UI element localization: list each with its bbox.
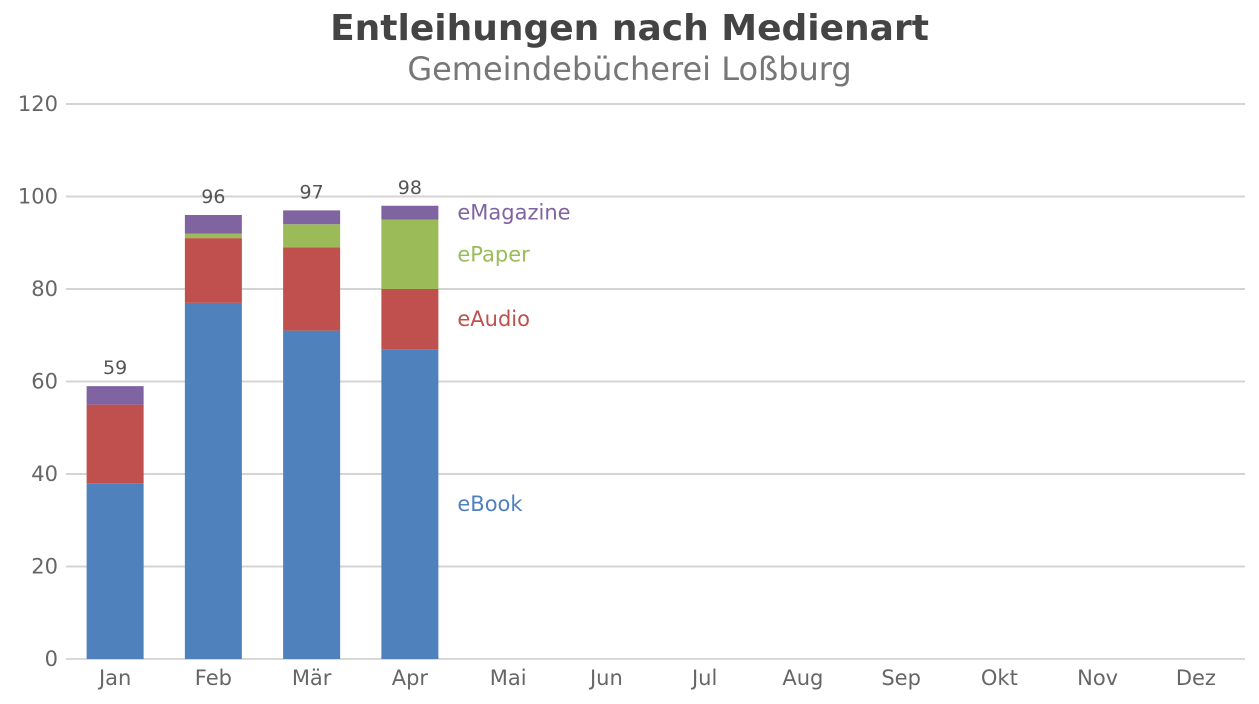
bar-total-label: 59 xyxy=(103,357,127,379)
x-tick-label: Apr xyxy=(392,666,429,690)
x-tick-label: Jun xyxy=(588,666,623,690)
y-tick-label: 120 xyxy=(18,92,58,116)
bar-segment-epaper xyxy=(184,233,242,239)
bar-segment-emagazine xyxy=(381,205,439,220)
y-tick-label: 0 xyxy=(45,647,58,671)
bar-segment-ebook xyxy=(381,349,439,659)
bar-segment-eaudio xyxy=(283,247,341,331)
y-tick-label: 80 xyxy=(31,277,58,301)
bar-total-label: 97 xyxy=(300,181,324,203)
x-tick-label: Jul xyxy=(690,666,717,690)
series-label-eaudio: eAudio xyxy=(457,307,530,331)
bar-segment-epaper xyxy=(283,224,341,248)
chart-title: Entleihungen nach Medienart xyxy=(330,8,929,49)
bar-segment-eaudio xyxy=(381,289,439,350)
x-tick-label: Mai xyxy=(490,666,527,690)
y-tick-label: 100 xyxy=(18,185,58,209)
x-tick-label: Okt xyxy=(981,666,1018,690)
bar-segment-emagazine xyxy=(86,386,144,405)
bar-segment-ebook xyxy=(283,330,341,659)
bar-segment-ebook xyxy=(86,483,144,659)
y-tick-label: 60 xyxy=(31,370,58,394)
x-tick-label: Mär xyxy=(292,666,332,690)
bar-segment-eaudio xyxy=(86,404,144,484)
bar-total-label: 98 xyxy=(398,177,422,199)
x-tick-label: Aug xyxy=(782,666,823,690)
chart-subtitle: Gemeindebücherei Loßburg xyxy=(407,50,852,88)
series-label-epaper: ePaper xyxy=(457,242,530,266)
x-tick-label: Nov xyxy=(1077,666,1118,690)
x-tick-label: Sep xyxy=(881,666,921,690)
x-tick-label: Dez xyxy=(1176,666,1216,690)
bar-segment-ebook xyxy=(184,302,242,659)
y-tick-label: 40 xyxy=(31,462,58,486)
x-tick-label: Feb xyxy=(195,666,232,690)
x-tick-label: Jan xyxy=(97,666,131,690)
y-tick-label: 20 xyxy=(31,555,58,579)
bar-segment-epaper xyxy=(381,219,439,289)
bar-total-label: 96 xyxy=(201,186,225,208)
bar-segment-emagazine xyxy=(184,215,242,234)
series-label-emagazine: eMagazine xyxy=(457,201,570,225)
series-label-ebook: eBook xyxy=(457,492,523,516)
bar-segment-eaudio xyxy=(184,238,242,303)
bar-segment-emagazine xyxy=(283,210,341,225)
